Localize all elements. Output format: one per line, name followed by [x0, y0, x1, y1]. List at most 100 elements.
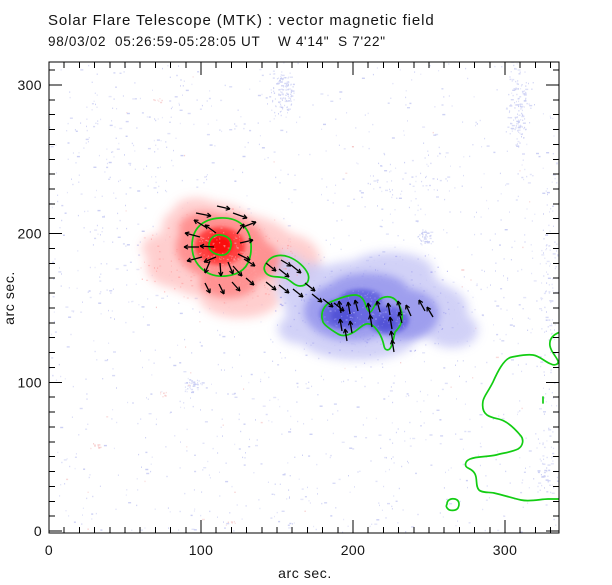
noise-speckle: [145, 468, 149, 471]
noise-speckle: [287, 83, 289, 86]
noise-speckle: [250, 232, 253, 234]
noise-speckle: [465, 479, 468, 482]
noise-speckle: [370, 460, 372, 462]
noise-speckle: [284, 82, 287, 85]
noise-speckle: [534, 104, 535, 106]
noise-speckle: [519, 531, 523, 533]
noise-speckle: [422, 229, 424, 231]
noise-speckle: [393, 300, 396, 302]
noise-speckle: [412, 437, 416, 440]
noise-speckle: [422, 234, 424, 236]
noise-speckle: [247, 208, 251, 210]
noise-speckle: [360, 282, 362, 284]
noise-speckle: [52, 261, 55, 263]
noise-speckle: [547, 480, 551, 482]
vector-arrowhead: [369, 314, 374, 319]
noise-speckle: [89, 266, 91, 269]
noise-speckle: [96, 94, 98, 96]
noise-speckle: [187, 385, 189, 387]
noise-speckle: [329, 456, 331, 459]
noise-speckle: [116, 108, 118, 110]
noise-speckle: [363, 305, 365, 307]
noise-speckle: [501, 353, 503, 355]
noise-speckle: [325, 239, 327, 241]
vector-arrowhead: [396, 300, 399, 306]
noise-speckle: [285, 94, 287, 96]
noise-speckle: [380, 343, 382, 345]
noise-speckle: [290, 100, 292, 102]
noise-speckle: [364, 206, 366, 208]
noise-speckle: [532, 82, 534, 84]
noise-speckle: [291, 252, 293, 254]
noise-speckle: [253, 238, 255, 240]
vector-arrowhead: [249, 283, 255, 286]
noise-speckle: [424, 157, 426, 159]
noise-speckle: [250, 276, 252, 278]
noise-speckle: [241, 265, 244, 267]
noise-speckle: [127, 401, 129, 404]
noise-speckle: [396, 338, 397, 340]
noise-speckle: [66, 478, 69, 481]
noise-speckle: [55, 379, 57, 381]
noise-speckle: [386, 320, 389, 322]
noise-speckle: [137, 223, 140, 225]
noise-speckle: [184, 390, 186, 393]
noise-speckle: [327, 419, 329, 421]
noise-speckle: [546, 247, 548, 250]
noise-speckle: [516, 145, 520, 147]
noise-speckle: [546, 456, 548, 459]
noise-speckle: [359, 190, 362, 192]
vector-arrowhead: [426, 306, 432, 310]
noise-speckle: [198, 240, 201, 243]
noise-speckle: [80, 122, 82, 124]
noise-speckle: [513, 119, 515, 121]
noise-speckle: [141, 466, 142, 468]
vector-arrowhead: [225, 208, 231, 211]
noise-speckle: [68, 287, 70, 289]
noise-speckle: [409, 183, 411, 185]
noise-speckle: [504, 515, 506, 517]
noise-speckle: [134, 82, 136, 84]
noise-speckle: [108, 178, 111, 180]
noise-speckle: [202, 237, 205, 239]
noise-speckle: [231, 283, 233, 285]
noise-speckle: [210, 269, 213, 272]
noise-speckle: [467, 77, 469, 80]
noise-speckle: [542, 167, 544, 169]
noise-speckle: [521, 103, 523, 106]
noise-speckle: [549, 115, 551, 117]
noise-speckle: [505, 184, 507, 186]
noise-speckle: [517, 413, 518, 416]
noise-speckle: [229, 86, 233, 88]
noise-speckle: [279, 77, 283, 80]
noise-speckle: [204, 421, 208, 423]
vector-arrowhead: [390, 330, 395, 335]
noise-speckle: [94, 444, 96, 446]
noise-speckle: [287, 106, 288, 108]
noise-speckle: [289, 72, 291, 74]
noise-speckle: [442, 516, 444, 518]
noise-speckle: [247, 284, 250, 286]
noise-speckle: [202, 469, 204, 471]
noise-speckle: [308, 263, 310, 265]
noise-speckle: [203, 260, 204, 262]
plot-subtitle: 98/03/02 05:26:59-05:28:05 UT W 4'14" S …: [48, 34, 386, 49]
noise-speckle: [410, 183, 412, 185]
vector-arrow: [292, 288, 304, 298]
noise-speckle: [140, 529, 143, 531]
vector-arrow: [278, 284, 290, 294]
noise-speckle: [282, 247, 283, 250]
noise-speckle: [137, 190, 141, 192]
noise-speckle: [388, 287, 390, 290]
noise-speckle: [103, 444, 107, 447]
noise-speckle: [186, 446, 188, 448]
noise-speckle: [343, 518, 345, 521]
noise-speckle: [93, 125, 96, 128]
noise-speckle: [54, 331, 57, 333]
noise-speckle: [496, 450, 498, 453]
noise-speckle: [382, 316, 384, 318]
noise-speckle: [514, 88, 516, 90]
noise-speckle: [370, 366, 372, 368]
noise-speckle: [371, 523, 373, 525]
noise-speckle: [126, 244, 130, 246]
